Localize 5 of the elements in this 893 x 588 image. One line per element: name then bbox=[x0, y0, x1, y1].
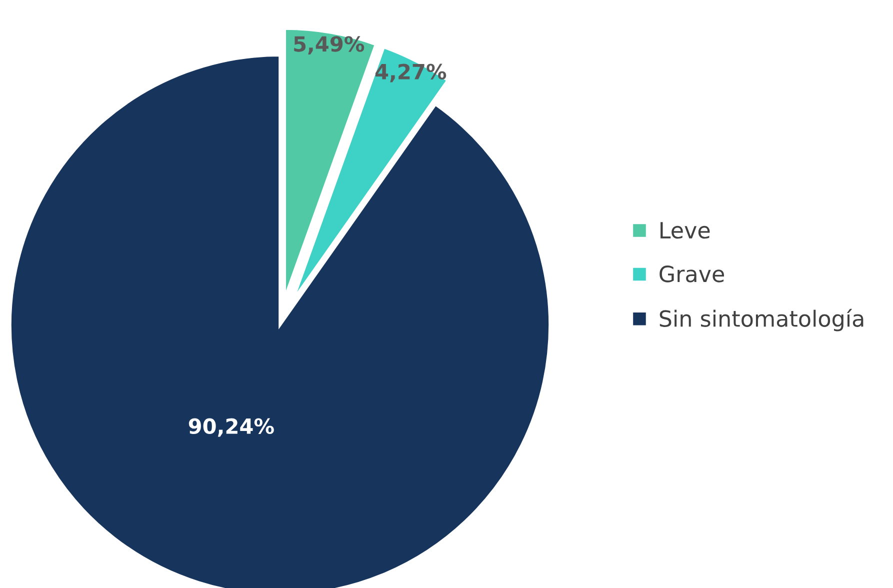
data-label: 90,24% bbox=[188, 418, 274, 437]
legend-label: Leve bbox=[660, 222, 710, 239]
legend-label: Sin sintomatología bbox=[660, 308, 864, 332]
legend-label: Grave bbox=[660, 266, 724, 282]
data-label: 5,49% bbox=[294, 36, 364, 54]
